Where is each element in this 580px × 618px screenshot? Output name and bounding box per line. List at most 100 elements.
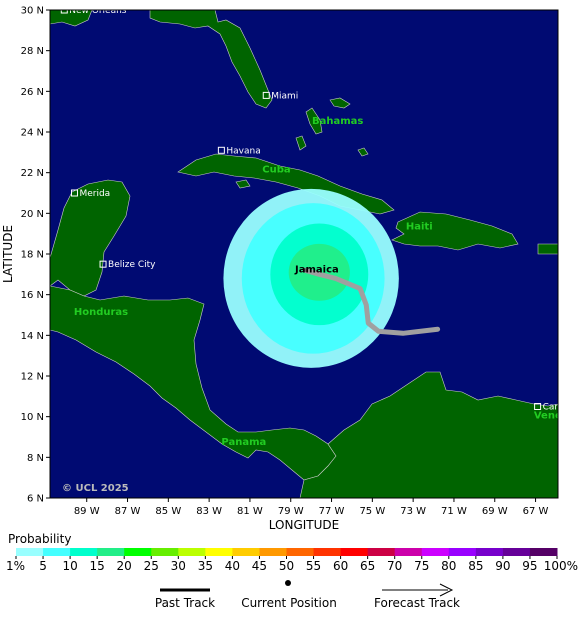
land-masses: [50, 10, 558, 498]
colorbar-swatch-4: [124, 548, 152, 556]
city-label-4: Belize City: [108, 260, 156, 270]
lon-tick-label-5: 79 W: [278, 506, 304, 517]
lon-tick-label-7: 75 W: [359, 506, 385, 517]
probability-zones: [223, 188, 399, 368]
lat-tick-label-4: 22 N: [21, 168, 44, 179]
city-label-3: Merida: [79, 189, 110, 199]
map-layer: New Orleans Miami Havana Merida Belize City C…: [50, 6, 579, 498]
land-bahamas-4: [357, 147, 369, 157]
lat-tick-label-10: 10 N: [21, 412, 44, 423]
colorbar-label-13: 65: [360, 559, 375, 573]
lon-tick-label-0: 89 W: [74, 506, 100, 517]
colorbar-label-6: 30: [171, 559, 186, 573]
lat-tick-label-0: 30 N: [21, 6, 44, 17]
past-track-line: [302, 267, 441, 336]
country-label-5: Vene: [534, 411, 562, 422]
lon-tick-label-11: 67 W: [523, 506, 549, 517]
land-florida: [149, 10, 273, 109]
lon-tick-label-1: 87 W: [115, 506, 141, 517]
colorbar-swatch-18: [502, 548, 531, 556]
storm-track: [302, 267, 441, 336]
city-label-5: Caracas: [543, 403, 579, 413]
colorbar-swatch-12: [340, 548, 369, 556]
colorbar-label-1: 5: [39, 559, 47, 573]
lon-tick-label-9: 71 W: [441, 506, 467, 517]
lat-tick-label-2: 26 N: [21, 87, 44, 98]
probability-colorbar: [16, 548, 558, 556]
copyright-label: © UCL 2025: [62, 483, 129, 494]
forecast-track-key-arrow: [439, 583, 454, 597]
colorbar-label-15: 75: [414, 559, 429, 573]
colorbar-swatch-14: [394, 548, 423, 556]
colorbar-swatch-7: [205, 548, 233, 556]
land-isle-of-youth: [235, 179, 251, 189]
lat-tick-label-11: 8 N: [27, 453, 44, 464]
colorbar-swatch-10: [286, 548, 315, 556]
colorbar-label-10: 50: [279, 559, 294, 573]
probability-colorbar-labels: 1% 5 10 15 20 25 30 35 40 45 50 55 60 65 70 75 80 85 90 95 1…: [6, 556, 578, 573]
city-marker-0: [60, 10, 68, 14]
colorbar-label-16: 80: [441, 559, 456, 573]
x-axis-title: LONGITUDE: [269, 518, 339, 532]
lat-tick-label-5: 20 N: [21, 209, 44, 220]
colorbar-swatch-0: [16, 548, 44, 556]
city-marker-1: [262, 91, 270, 99]
land-hispaniola: [391, 211, 519, 251]
colorbar-label-4: 20: [117, 559, 132, 573]
y-axis-title: LATITUDE: [1, 225, 15, 283]
colorbar-label-14: 70: [387, 559, 402, 573]
land-bahamas-3: [295, 135, 307, 151]
latitude-axis: 30 N 28 N 26 N 24 N 22 N 20 N 18 N 16 N 14 N 12 N…: [21, 6, 50, 505]
lon-tick-label-6: 77 W: [319, 506, 345, 517]
colorbar-label-9: 45: [252, 559, 267, 573]
lat-tick-label-12: 6 N: [27, 494, 44, 505]
land-puerto-rico: [537, 243, 558, 255]
lat-tick-label-9: 12 N: [21, 372, 44, 383]
country-label-0: Bahamas: [312, 116, 363, 127]
colorbar-label-8: 40: [225, 559, 240, 573]
city-label-2: Havana: [226, 146, 260, 156]
colorbar-label-18: 90: [495, 559, 510, 573]
colorbar-swatch-1: [43, 548, 71, 556]
forecast-track-key-label: Forecast Track: [374, 596, 460, 610]
city-marker-2: [217, 146, 225, 154]
longitude-axis: 89 W 87 W 85 W 83 W 81 W 79 W 77 W 75 W 73 W 71 W…: [74, 498, 549, 517]
current-position-key-dot: [285, 580, 291, 586]
country-label-1: Cuba: [262, 165, 290, 176]
land-yucatan: [50, 179, 131, 297]
lon-tick-label-4: 81 W: [237, 506, 263, 517]
city-label-0: New Orleans: [69, 6, 127, 16]
country-label-2: Haiti: [406, 222, 433, 233]
colorbar-label-17: 85: [468, 559, 483, 573]
past-track-key-label: Past Track: [155, 596, 215, 610]
lat-tick-label-7: 16 N: [21, 290, 44, 301]
land-south-america: [299, 371, 558, 498]
colorbar-swatch-13: [367, 548, 396, 556]
lat-tick-label-3: 24 N: [21, 128, 44, 139]
colorbar-label-7: 35: [198, 559, 213, 573]
city-label-1: Miami: [271, 91, 298, 101]
colorbar-label-0: 1%: [6, 559, 25, 573]
colorbar-swatch-19: [529, 548, 558, 556]
current-position-key-label: Current Position: [241, 596, 337, 610]
colorbar-swatch-17: [475, 548, 504, 556]
country-label-4: Panama: [221, 437, 266, 448]
colorbar-label-20: 100%: [544, 559, 578, 573]
colorbar-label-12: 60: [333, 559, 348, 573]
land-bahamas-2: [329, 97, 351, 109]
lon-tick-label-3: 83 W: [196, 506, 222, 517]
colorbar-swatch-11: [313, 548, 342, 556]
colorbar-swatch-6: [178, 548, 206, 556]
colorbar-label-3: 15: [90, 559, 105, 573]
lat-tick-label-8: 14 N: [21, 331, 44, 342]
colorbar-swatch-5: [151, 548, 179, 556]
city-marker-5: [534, 403, 542, 410]
storm-name-label: Jamaica: [294, 264, 339, 275]
colorbar-swatch-9: [259, 548, 287, 556]
lon-tick-label-10: 69 W: [482, 506, 508, 517]
country-label-3: Honduras: [74, 307, 128, 318]
land-bahamas-1: [305, 107, 323, 135]
city-markers: New Orleans Miami Havana Merida Belize City C…: [60, 6, 579, 413]
lon-tick-label-2: 85 W: [155, 506, 181, 517]
